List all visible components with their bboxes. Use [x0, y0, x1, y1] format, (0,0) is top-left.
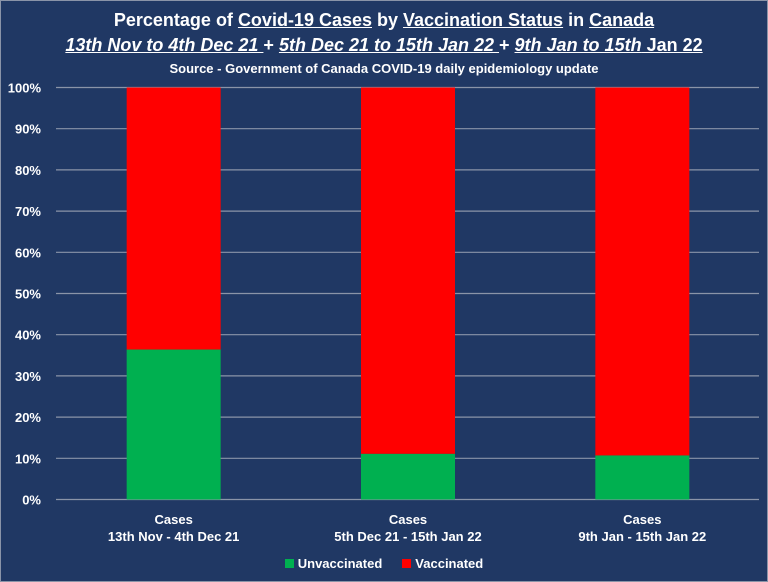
legend-label: Vaccinated — [415, 556, 484, 571]
x-category-label: Cases 9th Jan - 15th Jan 22 — [542, 511, 742, 545]
x-category-label: Cases 5th Dec 21 - 15th Jan 22 — [308, 511, 508, 545]
subtitle-segment: 9th Jan to 15th — [514, 35, 642, 55]
title-segment: by — [372, 10, 404, 30]
category-name: Cases — [623, 512, 662, 527]
title-segment: Percentage of — [113, 10, 238, 30]
category-period: 5th Dec 21 - 15th Jan 22 — [334, 529, 482, 544]
x-category-label: Cases 13th Nov - 4th Dec 21 — [74, 511, 274, 545]
chart-title: Percentage of Covid-19 Cases by Vaccinat… — [0, 10, 768, 31]
legend-label: Unvaccinated — [297, 556, 383, 571]
bar-unvaccinated-3 — [595, 455, 690, 500]
bar-vaccinated-3 — [595, 87, 690, 456]
legend-item-unvaccinated: Unvaccinated — [284, 556, 383, 571]
subtitle-segment: Jan 22 — [641, 35, 703, 55]
bar-unvaccinated-2 — [361, 453, 455, 500]
legend: Unvaccinated Vaccinated — [0, 556, 768, 571]
legend-swatch — [284, 559, 294, 568]
chart-subtitle: 13th Nov to 4th Dec 21 + 5th Dec 21 to 1… — [0, 35, 768, 56]
subtitle-segment: + — [263, 35, 279, 55]
y-tick-label: 50% — [15, 287, 41, 302]
title-segment: Covid-19 Cases — [237, 10, 372, 30]
y-tick-label: 70% — [15, 204, 41, 219]
subtitle-segment: + — [499, 35, 515, 55]
y-tick-label: 20% — [15, 410, 41, 425]
category-name: Cases — [388, 512, 428, 527]
bar-vaccinated-1 — [126, 87, 221, 350]
category-name: Cases — [154, 512, 193, 527]
y-tick-label: 0% — [22, 493, 41, 508]
legend-item-vaccinated: Vaccinated — [402, 556, 483, 571]
category-period: 13th Nov - 4th Dec 21 — [107, 529, 240, 544]
y-tick-label: 90% — [15, 122, 41, 137]
title-segment: Vaccination Status — [403, 10, 564, 30]
subtitle-segment: 5th Dec 21 to 15th Jan 22 — [278, 35, 500, 55]
bar-vaccinated-2 — [361, 87, 455, 454]
bar-unvaccinated-1 — [126, 349, 221, 500]
y-tick-label: 30% — [15, 369, 41, 384]
chart-source: Source - Government of Canada COVID-19 d… — [169, 61, 599, 76]
title-segment: in — [563, 10, 590, 30]
y-tick-label: 100% — [8, 81, 42, 96]
legend-swatch — [402, 559, 412, 568]
y-tick-label: 80% — [15, 163, 41, 178]
title-segment: Canada — [589, 10, 655, 30]
category-period: 9th Jan - 15th Jan 22 — [578, 529, 707, 544]
y-tick-label: 40% — [15, 328, 41, 343]
y-tick-label: 10% — [15, 451, 41, 466]
subtitle-segment: 13th Nov to 4th Dec 21 — [65, 35, 264, 55]
y-tick-label: 60% — [15, 245, 41, 260]
